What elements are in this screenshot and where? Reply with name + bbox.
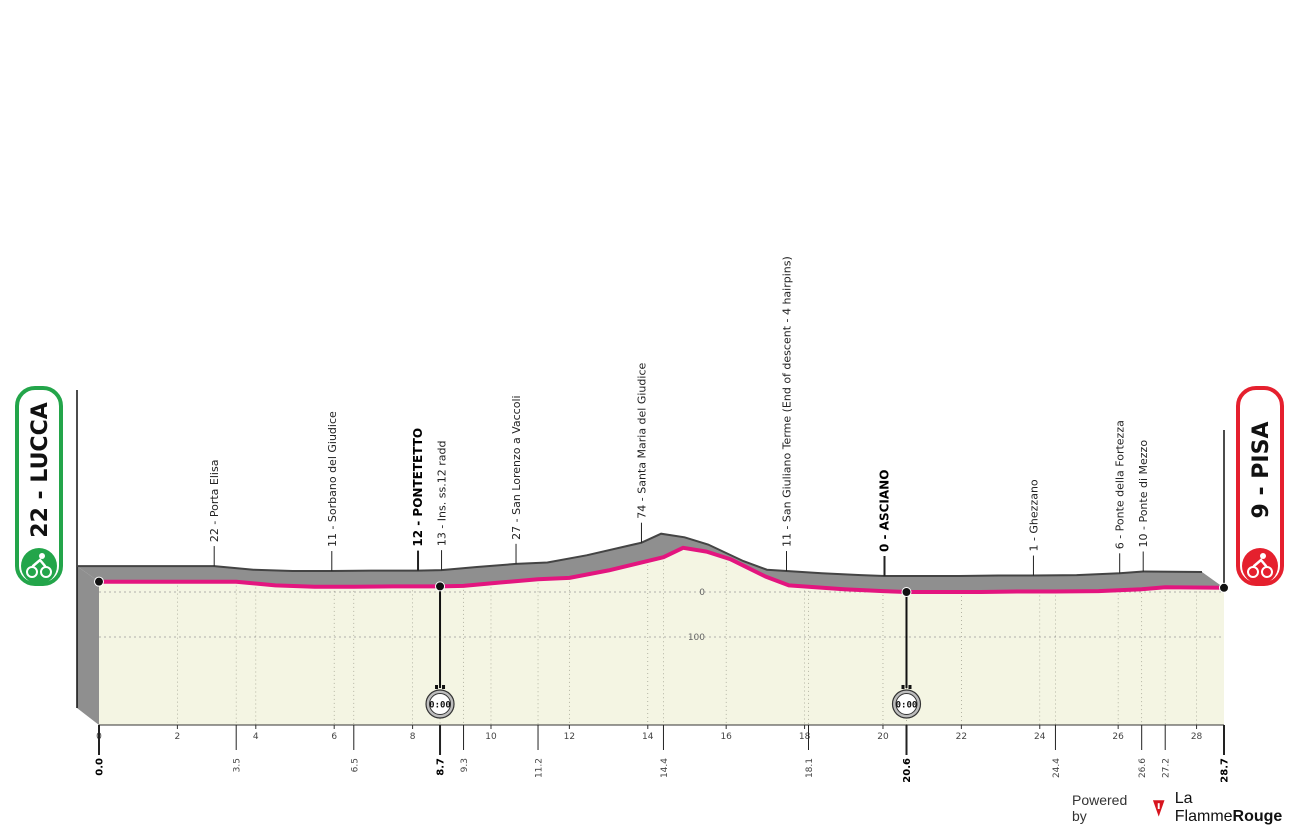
km-marker-label: 28.7 [1220, 758, 1231, 783]
poi-label: 22 - Porta Elisa [208, 460, 221, 543]
start-point-dot [94, 576, 104, 587]
stopwatch-button-right [908, 685, 912, 689]
x-axis-tick-label: 26 [1112, 732, 1124, 742]
stopwatch-time-label: 0:00 [429, 701, 451, 711]
stopwatch-face [429, 693, 452, 715]
poi-label: 11 - Sorbano del Giudice [326, 411, 339, 547]
km-marker-label: 18.1 [805, 758, 815, 778]
poi-label: 10 - Ponte di Mezzo [1137, 440, 1150, 548]
route-line [97, 545, 1226, 594]
km-marker-label: 8.7 [436, 758, 447, 776]
flame-logo-icon [1153, 800, 1165, 817]
x-axis-tick-label: 16 [720, 732, 732, 742]
brand-name-light: La Flamme [1174, 790, 1233, 825]
bike-wheel-rear [26, 566, 38, 578]
poi-label: 27 - San Lorenzo a Vaccoli [510, 395, 523, 539]
timing-point-dot [901, 587, 912, 597]
stopwatch-face [895, 693, 918, 715]
km-marker-label: 14.4 [660, 758, 670, 778]
km-marker-label: 9.3 [460, 758, 470, 772]
poi-label: 11 - San Giuliano Terme (End of descent … [780, 256, 793, 547]
finish-point-dot [1219, 582, 1229, 593]
x-axis-tick-label: 8 [410, 732, 416, 742]
finish-cyclist-icon [1242, 548, 1278, 584]
x-axis-tick-label: 14 [642, 732, 654, 742]
stopwatch-time-label: 0:00 [896, 701, 918, 711]
x-axis-tick-label: 18 [799, 732, 811, 742]
km-marker-label: 24.4 [1052, 758, 1062, 778]
km-marker-label: 0.0 [95, 758, 106, 776]
poi-label: 12 - PONTETETTO [411, 428, 425, 547]
km-marker-label: 20.6 [902, 758, 913, 783]
poi-label: 6 - Ponte della Fortezza [1114, 420, 1127, 549]
x-axis-tick-label: 6 [331, 732, 337, 742]
brand-name: La FlammeRouge [1175, 790, 1300, 826]
bike-wheel-rear [1247, 566, 1259, 578]
altitude-label: 0 [699, 588, 705, 598]
km-marker-label: 6.5 [350, 758, 360, 772]
x-axis-tick-label: 20 [877, 732, 889, 742]
rider-body [31, 558, 47, 568]
poi-label: 13 - Ins. ss.12 radd [436, 441, 449, 547]
start-badge-label: 22 - LUCCA [28, 402, 53, 537]
x-axis-tick-label: 28 [1191, 732, 1203, 742]
altitude-label: 100 [688, 633, 705, 643]
powered-by-credit: Powered by La FlammeRouge [1072, 790, 1300, 825]
km-marker-label: 11.2 [535, 758, 545, 778]
poi-label: 74 - Santa Maria del Giudice [635, 363, 648, 519]
x-axis-tick-label: 24 [1034, 732, 1046, 742]
x-axis-tick-label: 12 [564, 732, 575, 742]
x-axis-tick-label: 10 [485, 732, 497, 742]
poi-label: 1 - Ghezzano [1027, 479, 1040, 551]
rider-body [1252, 558, 1268, 568]
profile-left-wall [77, 566, 99, 725]
rider-head [1260, 553, 1266, 559]
km-marker-label: 27.2 [1162, 758, 1172, 778]
x-axis-tick-label: 2 [175, 732, 181, 742]
bike-wheel-front [40, 566, 52, 578]
stopwatch-button-left [435, 685, 439, 689]
powered-by-text: Powered by [1072, 792, 1128, 824]
stopwatch-button-right [442, 685, 446, 689]
km-marker-label: 3.5 [233, 758, 243, 772]
brand-name-bold: Rouge [1232, 808, 1283, 825]
profile-top-edge [77, 532, 1203, 577]
start-cyclist-icon [21, 548, 57, 584]
poi-label: 0 - ASCIANO [877, 470, 891, 552]
rider-head [39, 553, 45, 559]
timing-point-dot [435, 581, 446, 592]
km-marker-label: 26.6 [1138, 758, 1148, 778]
stopwatch-button-left [901, 685, 905, 689]
x-axis-tick-label: 22 [956, 732, 967, 742]
profile-top-band [77, 533, 1224, 592]
x-axis-tick-label: 4 [253, 732, 259, 742]
finish-badge-label: 9 - PISA [1249, 422, 1274, 519]
bike-wheel-front [1261, 566, 1273, 578]
